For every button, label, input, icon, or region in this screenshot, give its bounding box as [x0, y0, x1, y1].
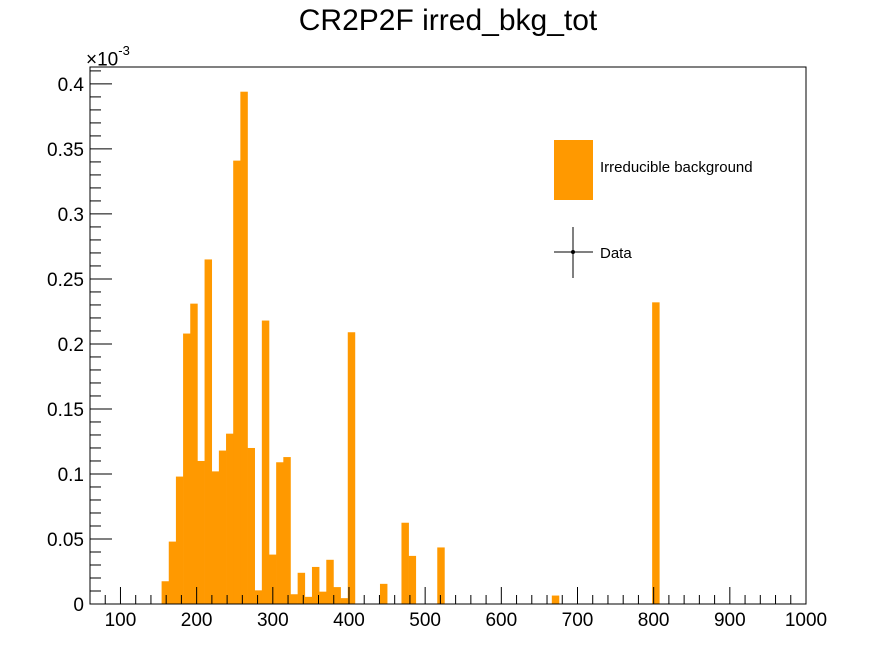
histogram-bar: [551, 595, 560, 604]
x-tick-label: 700: [562, 610, 594, 631]
x-tick-label: 100: [105, 610, 137, 631]
histogram-bar: [211, 471, 220, 604]
histogram-bar: [247, 447, 255, 604]
histogram-bar: [204, 259, 213, 604]
y-axis-exponent-base: ×10: [86, 49, 119, 71]
y-tick-label: 0.35: [47, 140, 84, 161]
histogram-bar: [190, 303, 198, 604]
histogram-bar: [161, 581, 170, 604]
histogram-bar: [326, 559, 334, 604]
x-tick-label: 1000: [785, 610, 827, 631]
histogram-bar: [269, 554, 277, 604]
x-tick-label: 400: [333, 610, 365, 631]
histogram-bar: [226, 433, 234, 604]
y-tick-label: 0.15: [47, 400, 84, 421]
histogram-bar: [347, 332, 356, 604]
y-tick-label: 0.3: [58, 205, 84, 226]
y-tick-label: 0.05: [47, 530, 84, 551]
histogram-bar: [175, 476, 184, 604]
y-tick-label: 0.2: [58, 335, 84, 356]
y-tick-label: 0.4: [58, 75, 85, 96]
y-axis-exponent-power: -3: [118, 43, 130, 58]
chart-title: CR2P2F irred_bkg_tot: [298, 4, 598, 37]
x-tick-label: 900: [714, 610, 746, 631]
histogram-bar: [254, 590, 263, 604]
histogram-bar: [340, 598, 349, 604]
histogram-bar: [319, 591, 327, 604]
y-tick-label: 0: [73, 595, 84, 616]
histogram-bar: [240, 91, 248, 604]
histogram-bar: [401, 522, 409, 604]
histogram-bar: [379, 583, 388, 604]
x-tick-label: 800: [638, 610, 670, 631]
legend-swatch-background: [554, 140, 593, 200]
legend-label-data: Data: [600, 245, 632, 262]
histogram-bar: [311, 566, 320, 604]
histogram-bar: [218, 450, 227, 604]
histogram-bar: [276, 462, 284, 604]
legend-label-background: Irreducible background: [600, 159, 753, 176]
histogram-bar: [261, 320, 270, 604]
histogram-bar: [304, 596, 313, 604]
legend-marker-data-point: [571, 250, 575, 254]
histogram-bar: [168, 541, 177, 604]
histogram-bar: [297, 572, 306, 604]
histogram-bar: [408, 555, 417, 604]
histogram-bar: [197, 460, 205, 604]
histogram-bar: [333, 587, 341, 604]
x-tick-label: 600: [485, 610, 517, 631]
histogram-bar: [183, 333, 191, 604]
x-tick-label: 200: [181, 610, 213, 631]
histogram-bar: [437, 547, 445, 604]
y-tick-label: 0.25: [47, 270, 84, 291]
x-tick-label: 300: [257, 610, 289, 631]
plot-frame: [89, 66, 807, 605]
histogram-bar: [283, 457, 291, 604]
x-tick-label: 500: [409, 610, 441, 631]
histogram-bar: [290, 594, 298, 604]
histogram-bar: [652, 302, 660, 604]
y-tick-label: 0.1: [58, 465, 84, 486]
histogram-bar: [233, 160, 241, 604]
y-axis-exponent-label: ×10-3: [86, 43, 130, 71]
